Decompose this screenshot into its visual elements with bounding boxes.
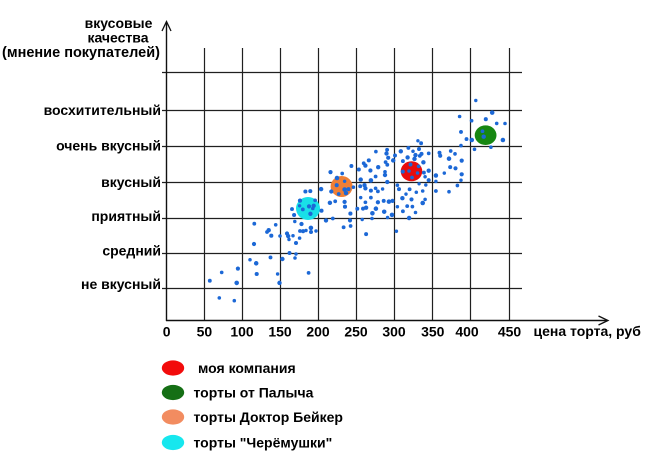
svg-text:моя компания: моя компания bbox=[198, 360, 296, 376]
svg-text:50: 50 bbox=[197, 324, 213, 340]
svg-text:400: 400 bbox=[455, 324, 479, 340]
svg-text:качества: качества bbox=[87, 30, 148, 46]
svg-text:вкусовые: вкусовые bbox=[85, 15, 153, 31]
svg-text:не вкусный: не вкусный bbox=[81, 276, 161, 292]
svg-text:0: 0 bbox=[163, 324, 171, 340]
svg-text:средний: средний bbox=[102, 243, 161, 259]
svg-text:очень вкусный: очень вкусный bbox=[56, 138, 161, 154]
svg-text:250: 250 bbox=[344, 324, 368, 340]
svg-text:(мнение покупателей): (мнение покупателей) bbox=[2, 45, 160, 61]
svg-text:цена торта, руб: цена торта, руб bbox=[534, 323, 642, 339]
svg-text:восхитительный: восхитительный bbox=[44, 102, 161, 118]
svg-text:торты от Палыча: торты от Палыча bbox=[194, 385, 314, 401]
svg-text:вкусный: вкусный bbox=[101, 174, 161, 190]
svg-text:150: 150 bbox=[268, 324, 292, 340]
svg-text:200: 200 bbox=[306, 324, 330, 340]
svg-text:450: 450 bbox=[498, 324, 522, 340]
svg-text:100: 100 bbox=[230, 324, 254, 340]
svg-text:торты Доктор Бейкер: торты Доктор Бейкер bbox=[194, 409, 343, 425]
svg-text:300: 300 bbox=[382, 324, 406, 340]
svg-text:приятный: приятный bbox=[91, 208, 161, 224]
svg-text:торты "Черёмушки": торты "Черёмушки" bbox=[194, 435, 333, 451]
svg-text:350: 350 bbox=[421, 324, 445, 340]
